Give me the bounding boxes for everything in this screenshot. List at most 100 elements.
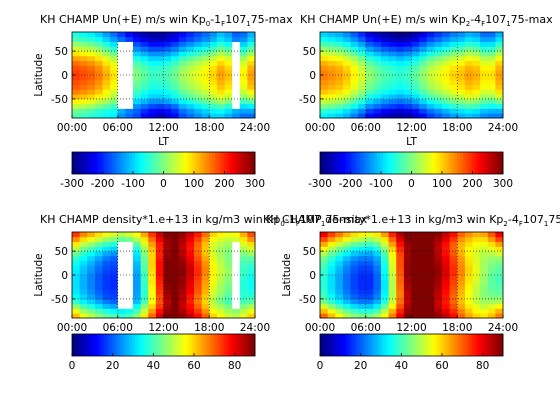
heatmap-cell — [186, 241, 195, 247]
heatmap-cell — [449, 79, 458, 85]
heatmap-cell — [102, 303, 111, 309]
heatmap-cell — [365, 79, 374, 85]
heatmap-cell — [117, 60, 126, 66]
heatmap-cell — [125, 84, 134, 90]
colorbar-segment — [106, 152, 110, 174]
heatmap-cell — [87, 84, 96, 90]
heatmap-cell — [148, 75, 157, 81]
heatmap-cell — [320, 241, 329, 247]
colorbar-segment — [485, 152, 490, 174]
heatmap-cell — [72, 241, 81, 247]
heatmap-cell — [327, 308, 336, 314]
heatmap-cell — [426, 41, 435, 47]
heatmap-cell — [186, 41, 195, 47]
heatmap-cell — [133, 275, 142, 281]
colorbar-segment — [488, 334, 492, 356]
colorbar-segment — [382, 334, 387, 356]
heatmap-cell — [140, 55, 149, 62]
heatmap-cell — [178, 108, 187, 114]
heatmap-cell — [110, 298, 119, 305]
heatmap-cell — [247, 36, 256, 42]
heatmap-cell — [388, 313, 397, 319]
heatmap-cell — [110, 251, 119, 257]
heatmap-cell — [396, 103, 405, 109]
heatmap-cell — [178, 275, 187, 281]
heatmap-cell — [117, 36, 126, 42]
heatmap-cell — [148, 284, 157, 290]
heatmap-cell — [102, 279, 111, 285]
heatmap-cell — [457, 98, 466, 105]
heatmap-cell — [87, 246, 96, 252]
colorbar-segment — [428, 334, 432, 356]
heatmap-cell — [224, 75, 233, 81]
heatmap-cell — [495, 294, 504, 300]
heatmap-cell — [472, 65, 481, 71]
heatmap-cell — [449, 294, 458, 300]
heatmap-cell — [327, 255, 336, 262]
heatmap-cell — [342, 98, 351, 105]
heatmap-cell — [403, 294, 412, 300]
heatmap-cell — [419, 70, 428, 76]
heatmap-cell — [133, 232, 142, 238]
heatmap-cell — [411, 246, 420, 252]
heatmap-cell — [335, 313, 344, 319]
heatmap-cell — [411, 89, 420, 95]
heatmap-cell — [335, 265, 344, 271]
colorbar-tick-label: 40 — [395, 360, 408, 372]
heatmap-cell — [487, 65, 496, 71]
heatmap-cell — [209, 113, 218, 119]
colorbar-tick-label: 300 — [493, 178, 513, 190]
colorbar-tick-label: -200 — [339, 178, 363, 190]
heatmap-cell — [117, 313, 126, 319]
heatmap-cell — [239, 303, 248, 309]
heatmap-cell — [411, 32, 420, 38]
heatmap-cell — [110, 89, 119, 95]
heatmap-cell — [457, 60, 466, 66]
heatmap-cell — [335, 55, 344, 62]
colorbar-segment — [72, 334, 76, 356]
heatmap-cell — [335, 284, 344, 290]
colorbar-segment — [229, 334, 233, 356]
colorbar-tick-label: -100 — [369, 178, 393, 190]
heatmap-cell — [396, 313, 405, 319]
heatmap-cell — [247, 103, 256, 109]
heatmap-cell — [388, 303, 397, 309]
heatmap-cell — [335, 98, 344, 105]
heatmap-cell — [247, 89, 256, 95]
heatmap-cell — [396, 84, 405, 90]
colorbar-segment — [322, 152, 327, 174]
heatmap-cell — [350, 41, 359, 47]
colorbar-segment — [137, 334, 142, 356]
heatmap-cell — [388, 94, 397, 100]
heatmap-cell — [178, 32, 187, 38]
colorbar-segment — [112, 152, 116, 174]
heatmap-cell — [171, 84, 180, 90]
heatmap-cell — [480, 246, 489, 252]
heatmap-cell — [209, 270, 218, 276]
heatmap-cell — [232, 236, 241, 242]
heatmap-cell — [209, 246, 218, 252]
heatmap-cell — [449, 98, 458, 105]
heatmap-cell — [480, 41, 489, 47]
heatmap-cell — [133, 103, 142, 109]
heatmap-cell — [110, 79, 119, 85]
heatmap-cell — [155, 246, 164, 252]
colorbar-segment — [160, 152, 164, 174]
heatmap-cell — [335, 79, 344, 85]
heatmap-cell — [155, 236, 164, 242]
heatmap-cell — [72, 89, 81, 95]
colorbar-segment — [83, 334, 87, 356]
x-tick-label: 06:00 — [351, 322, 381, 334]
heatmap-cell — [140, 236, 149, 242]
heatmap-cell — [411, 270, 420, 276]
heatmap-cell — [224, 260, 233, 266]
heatmap-cell — [79, 298, 88, 305]
colorbar-segment — [431, 334, 435, 356]
heatmap-cell — [396, 232, 405, 238]
heatmap-cell — [472, 79, 481, 85]
heatmap-cell — [487, 298, 496, 305]
heatmap-cell — [434, 275, 443, 281]
heatmap-cell — [335, 70, 344, 76]
heatmap-cell — [327, 232, 336, 238]
heatmap-cell — [186, 60, 195, 66]
